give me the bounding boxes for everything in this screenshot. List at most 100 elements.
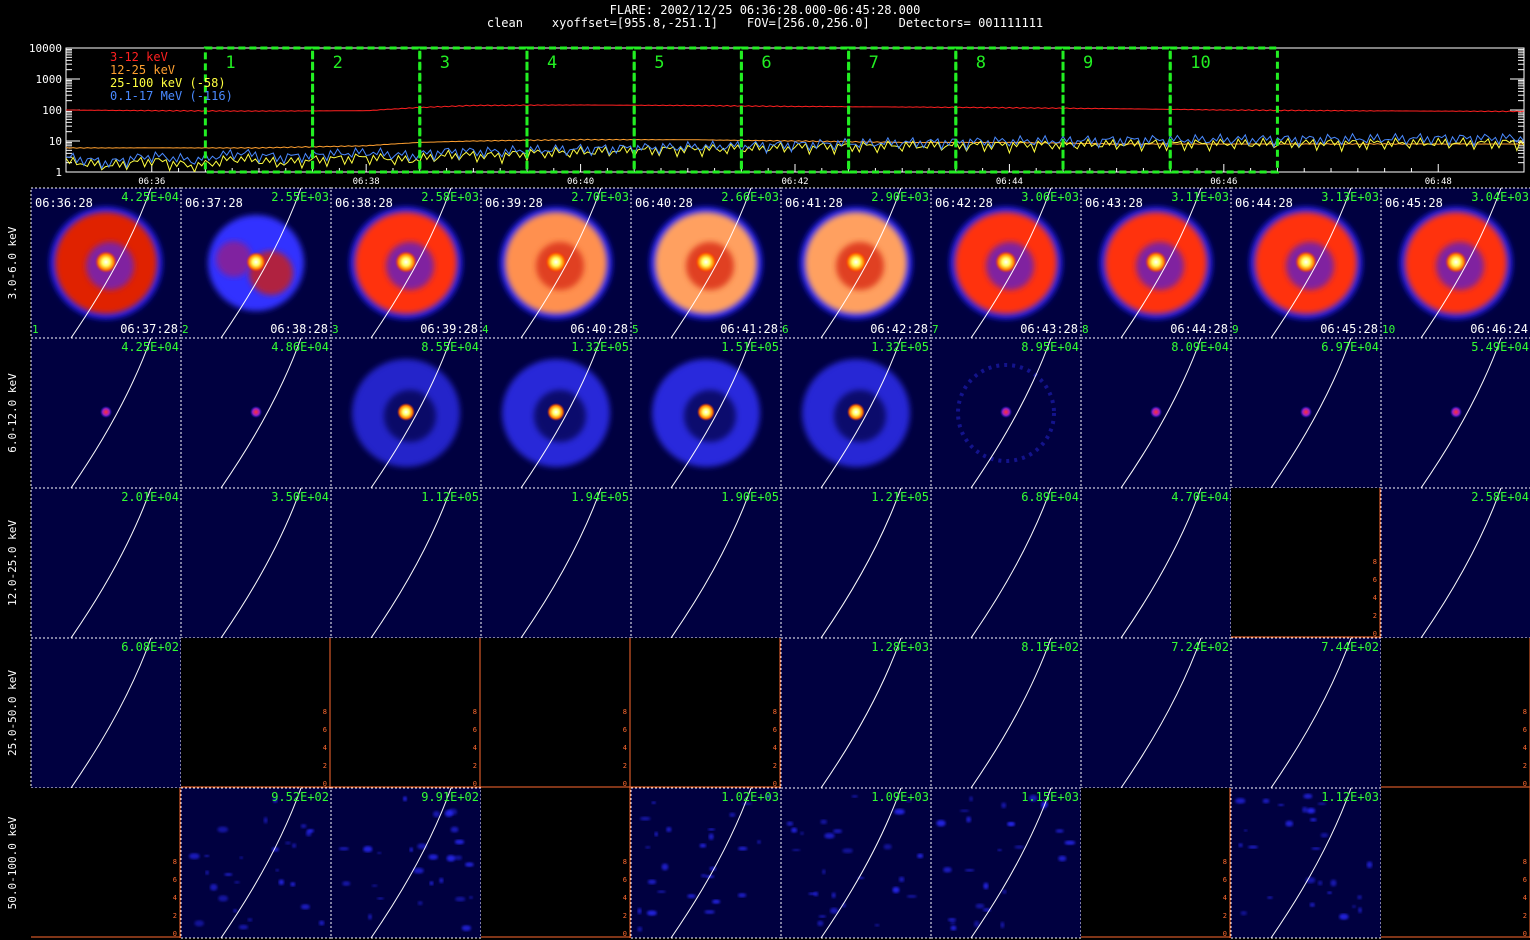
image-panel: 4.25E+04 06:36:28 06:37:28 1 <box>30 187 182 339</box>
interval-label: 9 <box>1083 53 1093 73</box>
empty-panel-bg <box>331 638 481 788</box>
noise-blob <box>705 875 715 879</box>
noise-blob <box>645 846 651 849</box>
energy-row-label: 25.0-50.0 keV <box>6 670 19 756</box>
panel-frame <box>1080 337 1232 489</box>
noise-blob <box>444 809 453 817</box>
panel-frame <box>780 337 932 489</box>
noise-blob <box>318 920 325 926</box>
image-panel: 1.21E+05 <box>780 487 932 639</box>
legend-entry: 12-25 keV <box>110 63 175 77</box>
empty-tick-label: 0 <box>773 780 777 788</box>
interval-number: 7 <box>932 323 939 336</box>
interval-label: 2 <box>333 53 343 73</box>
panel-frame <box>180 187 332 339</box>
source-core <box>1295 251 1317 273</box>
source-halo <box>800 207 912 319</box>
panel-frame <box>930 787 1082 939</box>
empty-tick-label: 6 <box>1523 876 1527 884</box>
noise-blob <box>738 846 748 851</box>
peak-value: 1.15E+03 <box>1021 790 1079 804</box>
empty-tick-label: 8 <box>623 708 627 716</box>
source-halo <box>1100 207 1212 319</box>
noise-blob <box>307 828 314 833</box>
noise-blob <box>842 848 853 854</box>
source-ring <box>55 212 157 314</box>
source-core <box>1445 251 1467 273</box>
source-hole <box>1436 242 1484 290</box>
noise-blob <box>1352 904 1356 909</box>
peak-value: 8.95E+04 <box>1021 340 1079 354</box>
noise-blob <box>1320 832 1329 838</box>
empty-tick-label: 0 <box>1373 630 1377 638</box>
peak-value: 1.90E+05 <box>721 490 779 504</box>
noise-blob <box>857 876 865 879</box>
noise-blob <box>964 868 975 872</box>
noise-blob <box>639 816 651 821</box>
empty-tick-label: 8 <box>1523 708 1527 716</box>
empty-tick-label: 8 <box>1523 858 1527 866</box>
end-time: 06:39:28 <box>420 322 478 336</box>
image-panel: 0 2 4 6 8 <box>481 638 631 788</box>
empty-tick-label: 2 <box>1223 912 1227 920</box>
image-panel: 2.01E+04 <box>30 487 182 639</box>
panel-frame <box>630 187 782 339</box>
noise-blob <box>1029 794 1038 802</box>
interval-label: 1 <box>225 53 235 73</box>
source-core <box>1150 406 1162 418</box>
empty-panel-bg <box>1081 788 1231 938</box>
panel-frame <box>1080 637 1232 789</box>
noise-blob <box>1303 793 1313 799</box>
source-ring <box>652 359 760 467</box>
source-hole <box>386 242 434 290</box>
empty-tick-label: 4 <box>1523 744 1527 752</box>
energy-row-label: 50.0-100.0 keV <box>6 816 19 909</box>
source-halo <box>650 207 762 319</box>
noise-blob <box>1040 805 1047 810</box>
x-tick-label: 06:42 <box>781 177 808 185</box>
noise-blob <box>417 901 423 906</box>
peak-value: 7.24E+02 <box>1171 640 1229 654</box>
noise-blob <box>800 831 804 836</box>
interval-box <box>1061 46 1172 174</box>
source-ring <box>1105 212 1207 314</box>
noise-blob <box>699 843 707 848</box>
source-core <box>1000 406 1012 418</box>
noise-blob <box>1002 889 1007 894</box>
empty-tick-label: 0 <box>173 930 177 938</box>
noise-blob <box>300 904 310 910</box>
source-hole <box>1136 242 1184 290</box>
noise-blob <box>1064 840 1076 845</box>
source-core <box>995 251 1017 273</box>
noise-blob <box>218 895 229 902</box>
energy-row-label: 12.0-25.0 keV <box>6 520 19 606</box>
noise-blob <box>1305 877 1316 884</box>
solar-limb <box>370 187 452 339</box>
source-hole <box>384 390 436 442</box>
empty-tick-label: 6 <box>623 876 627 884</box>
noise-blob <box>822 869 826 875</box>
noise-blob <box>1277 803 1285 807</box>
panel-frame <box>180 337 332 489</box>
peak-value: 1.12E+05 <box>421 490 479 504</box>
source-core <box>246 252 266 272</box>
noise-blob <box>646 910 657 916</box>
solar-limb <box>1120 187 1202 339</box>
noise-blob <box>371 884 378 888</box>
x-tick-label: 06:38 <box>353 177 380 185</box>
noise-blob <box>446 855 456 862</box>
end-time: 06:42:28 <box>870 322 928 336</box>
noise-blob <box>950 921 956 925</box>
interval-label: 8 <box>976 53 986 73</box>
noise-blob <box>278 879 285 886</box>
source-ring <box>956 363 1056 463</box>
empty-panel-bg <box>631 638 781 788</box>
noise-blob <box>1240 911 1247 916</box>
panel-frame <box>780 187 932 339</box>
peak-value: 5.49E+04 <box>1471 340 1529 354</box>
empty-tick-label: 6 <box>173 876 177 884</box>
solar-limb <box>370 787 452 939</box>
source-ring <box>1405 212 1507 314</box>
x-tick-label: 06:44 <box>996 177 1023 185</box>
source-core <box>695 251 717 273</box>
